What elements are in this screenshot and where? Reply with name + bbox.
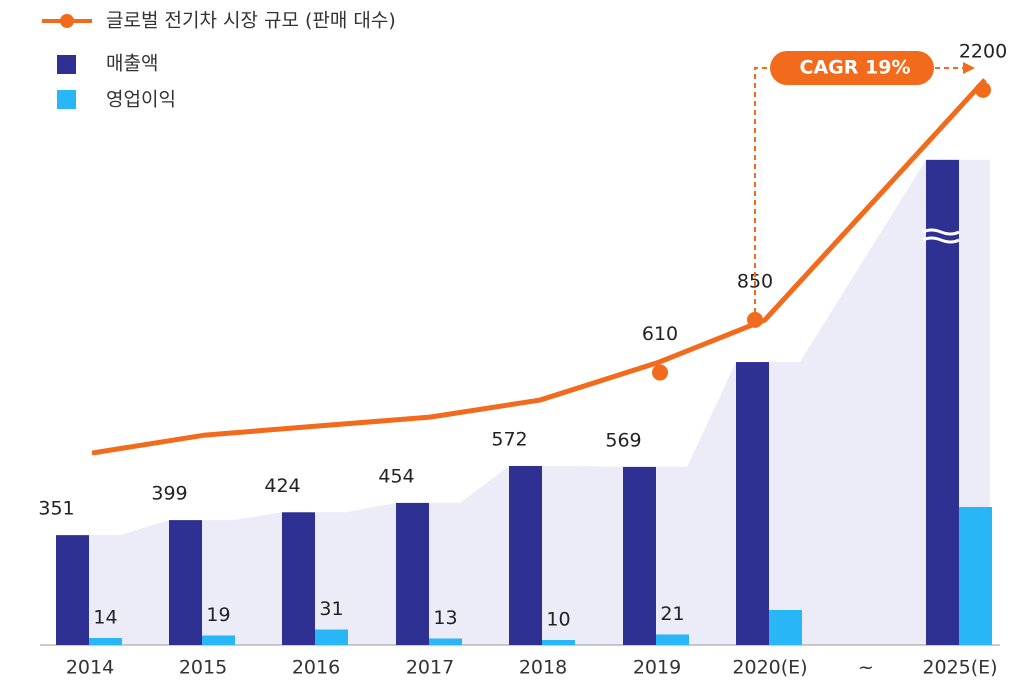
bar: [769, 610, 802, 645]
bar: [282, 512, 315, 645]
data-label: 569: [605, 429, 641, 451]
axis-break: [922, 236, 960, 244]
bar: [315, 629, 348, 645]
bar: [542, 640, 575, 645]
legend-label: 매출액: [106, 53, 158, 75]
cagr-arrow: [754, 67, 965, 322]
x-tick-label: 2016: [292, 657, 340, 679]
arrow-head: [963, 62, 975, 74]
bar: [56, 535, 89, 645]
bar: [509, 465, 542, 645]
legend-label: 영업이익: [106, 89, 176, 111]
data-label: 10: [546, 609, 570, 631]
x-tick-label: 2020(E): [732, 657, 807, 679]
line: [91, 78, 987, 456]
x-tick-label: ~: [858, 657, 874, 679]
data-label: 454: [378, 465, 414, 487]
data-label: 351: [38, 498, 74, 520]
legend-swatch: [57, 90, 76, 109]
bar: [429, 638, 462, 645]
line-point: [975, 81, 991, 98]
data-label: 2200: [959, 40, 1007, 62]
data-label: 19: [206, 604, 230, 626]
axis-break: [922, 228, 960, 236]
legend-dot: [60, 14, 74, 28]
data-label: 399: [151, 483, 187, 505]
legend-label: 글로벌 전기차 시장 규모 (판매 대수): [106, 10, 396, 32]
data-label: 424: [264, 475, 300, 497]
bar: [656, 634, 689, 645]
bar: [396, 502, 429, 645]
x-tick-label: 2018: [519, 657, 567, 679]
data-label: 572: [491, 428, 527, 450]
bar: [736, 362, 769, 645]
x-tick-label: 2019: [633, 657, 681, 679]
annotation-pill: [770, 51, 934, 85]
data-label: 14: [93, 607, 117, 629]
bar: [623, 466, 656, 645]
bar: [959, 507, 992, 645]
x-tick-label: 2017: [406, 657, 454, 679]
annotation: CAGR 19%: [800, 57, 911, 79]
x-tick-label: 2014: [66, 657, 114, 679]
line-point: [652, 364, 668, 381]
legend-swatch: [57, 55, 76, 74]
x-tick-label: 2015: [179, 657, 227, 679]
bar: [202, 635, 235, 645]
bar: [89, 638, 122, 645]
x-tick-label: 2025(E): [922, 657, 997, 679]
bar: [169, 520, 202, 645]
data-label: 31: [319, 598, 343, 620]
data-label: 610: [642, 323, 678, 345]
data-label: 21: [660, 603, 684, 625]
data-label: 13: [433, 607, 457, 629]
